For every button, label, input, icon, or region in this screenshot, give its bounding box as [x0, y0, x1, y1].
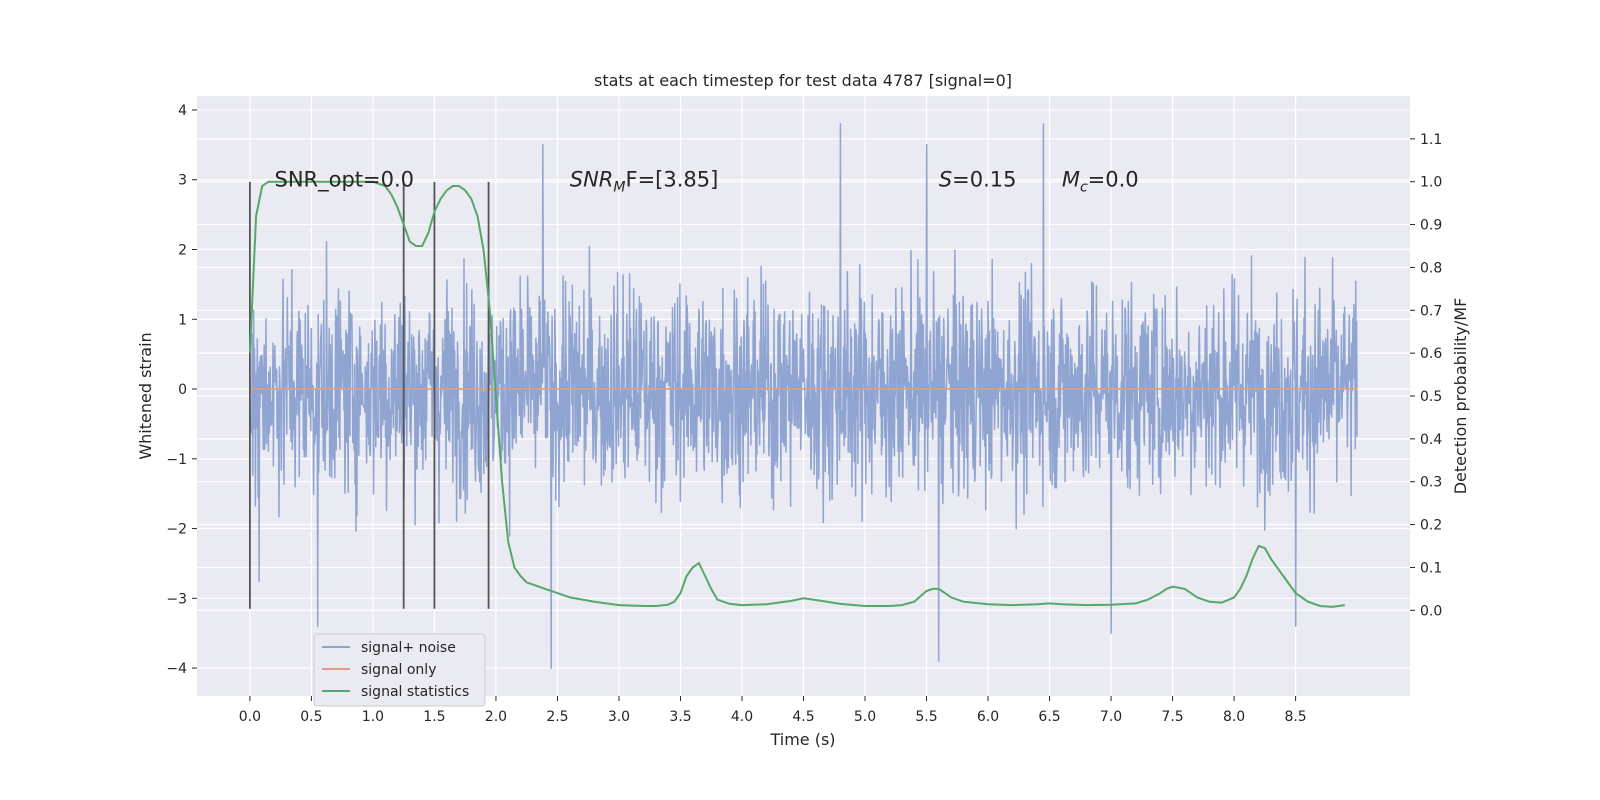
yr-tick-label-8: 0.8: [1420, 260, 1442, 276]
legend-box: [313, 633, 486, 707]
grid: [197, 96, 1410, 696]
yr-tick-label-3: 0.3: [1420, 475, 1442, 491]
legend: signal+ noise signal only signal statist…: [313, 633, 486, 707]
annotations: SNR_opt=0.0 SNRMF=[3.85] S=0.15 Mc=0.0: [275, 168, 1139, 196]
yr-tick-label-9: 0.9: [1420, 218, 1442, 234]
yl-tick-label-2: −2: [166, 522, 187, 538]
x-tick-label-14: 7.0: [1100, 709, 1122, 725]
yr-tick-label-4: 0.4: [1420, 432, 1442, 448]
statistics-line: [248, 180, 1345, 608]
legend-label-signal-noise: signal+ noise: [361, 640, 456, 656]
yr-tick-label-0: 0.0: [1420, 603, 1442, 619]
annotation-2: S=0.15: [939, 168, 1017, 192]
x-tick-label-4: 2.0: [485, 709, 507, 725]
chart-title: stats at each timestep for test data 478…: [594, 71, 1012, 90]
x-tick-label-6: 3.0: [608, 709, 630, 725]
yl-tick-label-8: 4: [178, 103, 187, 119]
yl-tick-label-0: −4: [166, 661, 187, 677]
yr-tick-label-2: 0.2: [1420, 518, 1442, 534]
x-tick-label-8: 4.0: [731, 709, 753, 725]
series-signal-statistics: [248, 180, 1345, 608]
annotation-0: SNR_opt=0.0: [275, 168, 415, 193]
yl-tick-label-5: 1: [178, 312, 187, 328]
x-tick-label-0: 0.0: [239, 709, 261, 725]
y-left-axis-label: Whitened strain: [136, 332, 155, 459]
yl-tick-label-7: 3: [178, 173, 187, 189]
legend-label-signal-only: signal only: [361, 662, 436, 678]
x-tick-label-12: 6.0: [977, 709, 999, 725]
x-tick-label-7: 3.5: [669, 709, 691, 725]
x-tick-label-9: 4.5: [792, 709, 814, 725]
vertical-markers: [248, 181, 490, 609]
x-tick-label-15: 7.5: [1161, 709, 1183, 725]
annotation-3: Mc=0.0: [1062, 168, 1139, 196]
yr-tick-label-7: 0.7: [1420, 303, 1442, 319]
x-tick-label-2: 1.0: [362, 709, 384, 725]
x-axis-ticks: 0.0 0.5 1.0 1.5 2.0 2.5 3.0 3.5 4.0 4.5 5.0 5.5 6.0 6…: [239, 696, 1307, 725]
x-tick-label-17: 8.5: [1284, 709, 1306, 725]
x-tick-label-5: 2.5: [546, 709, 568, 725]
yr-tick-label-6: 0.6: [1420, 346, 1442, 362]
x-tick-label-1: 0.5: [300, 709, 322, 725]
yr-tick-label-11: 1.1: [1420, 132, 1442, 148]
yl-tick-label-4: 0: [178, 382, 187, 398]
yl-tick-label-6: 2: [178, 242, 187, 258]
y-right-axis-label: Detection probability/MF: [1451, 298, 1470, 495]
x-tick-label-16: 8.0: [1223, 709, 1245, 725]
yl-tick-label-3: −1: [166, 452, 187, 468]
legend-label-signal-statistics: signal statistics: [361, 684, 469, 700]
x-tick-label-3: 1.5: [423, 709, 445, 725]
annotation-1: SNRMF=[3.85]: [570, 168, 719, 196]
x-axis-label: Time (s): [769, 730, 835, 749]
yr-tick-label-10: 1.0: [1420, 175, 1442, 191]
yr-tick-label-1: 0.1: [1420, 560, 1442, 576]
x-tick-label-11: 5.5: [915, 709, 937, 725]
x-tick-label-10: 5.0: [854, 709, 876, 725]
yl-tick-label-1: −3: [166, 591, 187, 607]
y-right-axis-ticks: 0.0 0.1 0.2 0.3 0.4 0.5 0.6 0.7 0.8 0.9 1.0 1.1: [1410, 132, 1442, 619]
yr-tick-label-5: 0.5: [1420, 389, 1442, 405]
y-left-axis-ticks: −4 −3 −2 −1 0 1 2 3 4: [166, 103, 197, 677]
x-tick-label-13: 6.5: [1038, 709, 1060, 725]
